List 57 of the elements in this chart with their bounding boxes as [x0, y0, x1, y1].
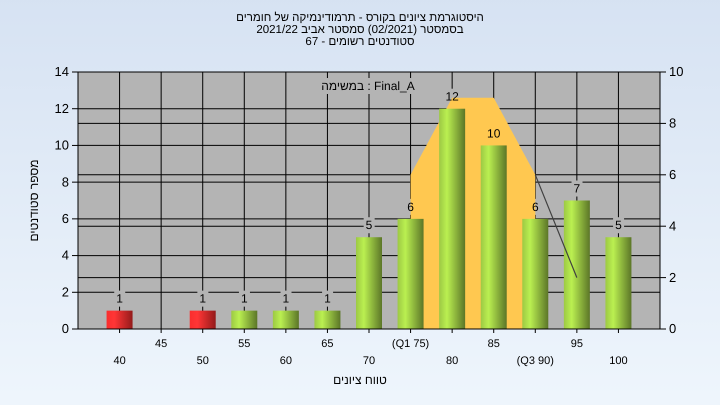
y-tick-label: 2 — [62, 284, 69, 300]
x-tick-label: 80 — [446, 354, 458, 367]
x-tick-label: (Q1 75) — [392, 338, 430, 350]
text: סטודנטים רשומים - 67 — [305, 36, 415, 48]
data-label: 12 — [445, 90, 460, 104]
x-axis-title: טווח ציונים — [333, 373, 388, 387]
y2-tick-label: 2 — [669, 270, 676, 285]
data-label: 1 — [240, 292, 248, 306]
y2-tick-label: 10 — [669, 64, 684, 80]
bar — [272, 310, 299, 329]
y-tick-label: 14 — [54, 64, 69, 80]
annotation: במשימה : Final_A — [321, 79, 415, 93]
x-tick-label: 55 — [238, 338, 250, 350]
bar — [231, 310, 258, 329]
bar — [480, 145, 507, 329]
bar — [605, 237, 632, 329]
y-tick-label: 10 — [54, 138, 69, 153]
y-tick-label: 8 — [62, 174, 69, 190]
data-label: 1 — [116, 292, 124, 306]
y2-tick-label: 4 — [669, 218, 676, 234]
x-tick-label: 85 — [488, 338, 500, 350]
bar — [398, 218, 424, 329]
text: בסמסטר (02/2021) סמסטר אביב 2021/22 — [256, 24, 464, 36]
y-tick-label: 0 — [62, 321, 69, 336]
data-label: 6 — [532, 200, 539, 214]
bar — [439, 108, 466, 329]
x-tick-label: 95 — [570, 338, 583, 350]
data-label: 6 — [407, 200, 414, 214]
y2-tick-label: 8 — [669, 116, 676, 131]
y2-tick-label: 6 — [669, 166, 676, 182]
x-tick-label: 100 — [609, 354, 628, 367]
data-label: 1 — [282, 292, 290, 306]
x-tick-label: 45 — [155, 338, 168, 350]
y-tick-label: 4 — [62, 248, 69, 263]
x-tick-label: 65 — [321, 338, 334, 350]
bar — [314, 310, 340, 329]
y2-tick-label: 0 — [669, 321, 676, 336]
bar — [522, 218, 548, 329]
data-label: 10 — [487, 126, 501, 140]
x-tick-label: 70 — [362, 354, 376, 367]
x-tick-label: 60 — [280, 354, 292, 367]
y-tick-label: 12 — [54, 100, 69, 116]
y-axis-title: מספר סטודנטים — [27, 159, 41, 242]
data-label: 5 — [615, 218, 622, 232]
y-tick-label: 6 — [62, 211, 69, 226]
data-label: 5 — [366, 218, 373, 232]
data-label: 7 — [574, 182, 581, 196]
bar — [356, 237, 382, 329]
data-label: 1 — [324, 292, 332, 306]
text: היסטוגרמת ציונים בקורס - תרמודינמיקה של חומרים — [236, 12, 484, 24]
bar — [106, 310, 133, 329]
bar — [190, 310, 216, 329]
bar — [564, 200, 590, 329]
x-tick-label: 40 — [113, 354, 126, 367]
data-label: 1 — [199, 292, 206, 306]
x-tick-label: 50 — [196, 354, 209, 367]
x-tick-label: (Q3 90) — [516, 354, 554, 367]
